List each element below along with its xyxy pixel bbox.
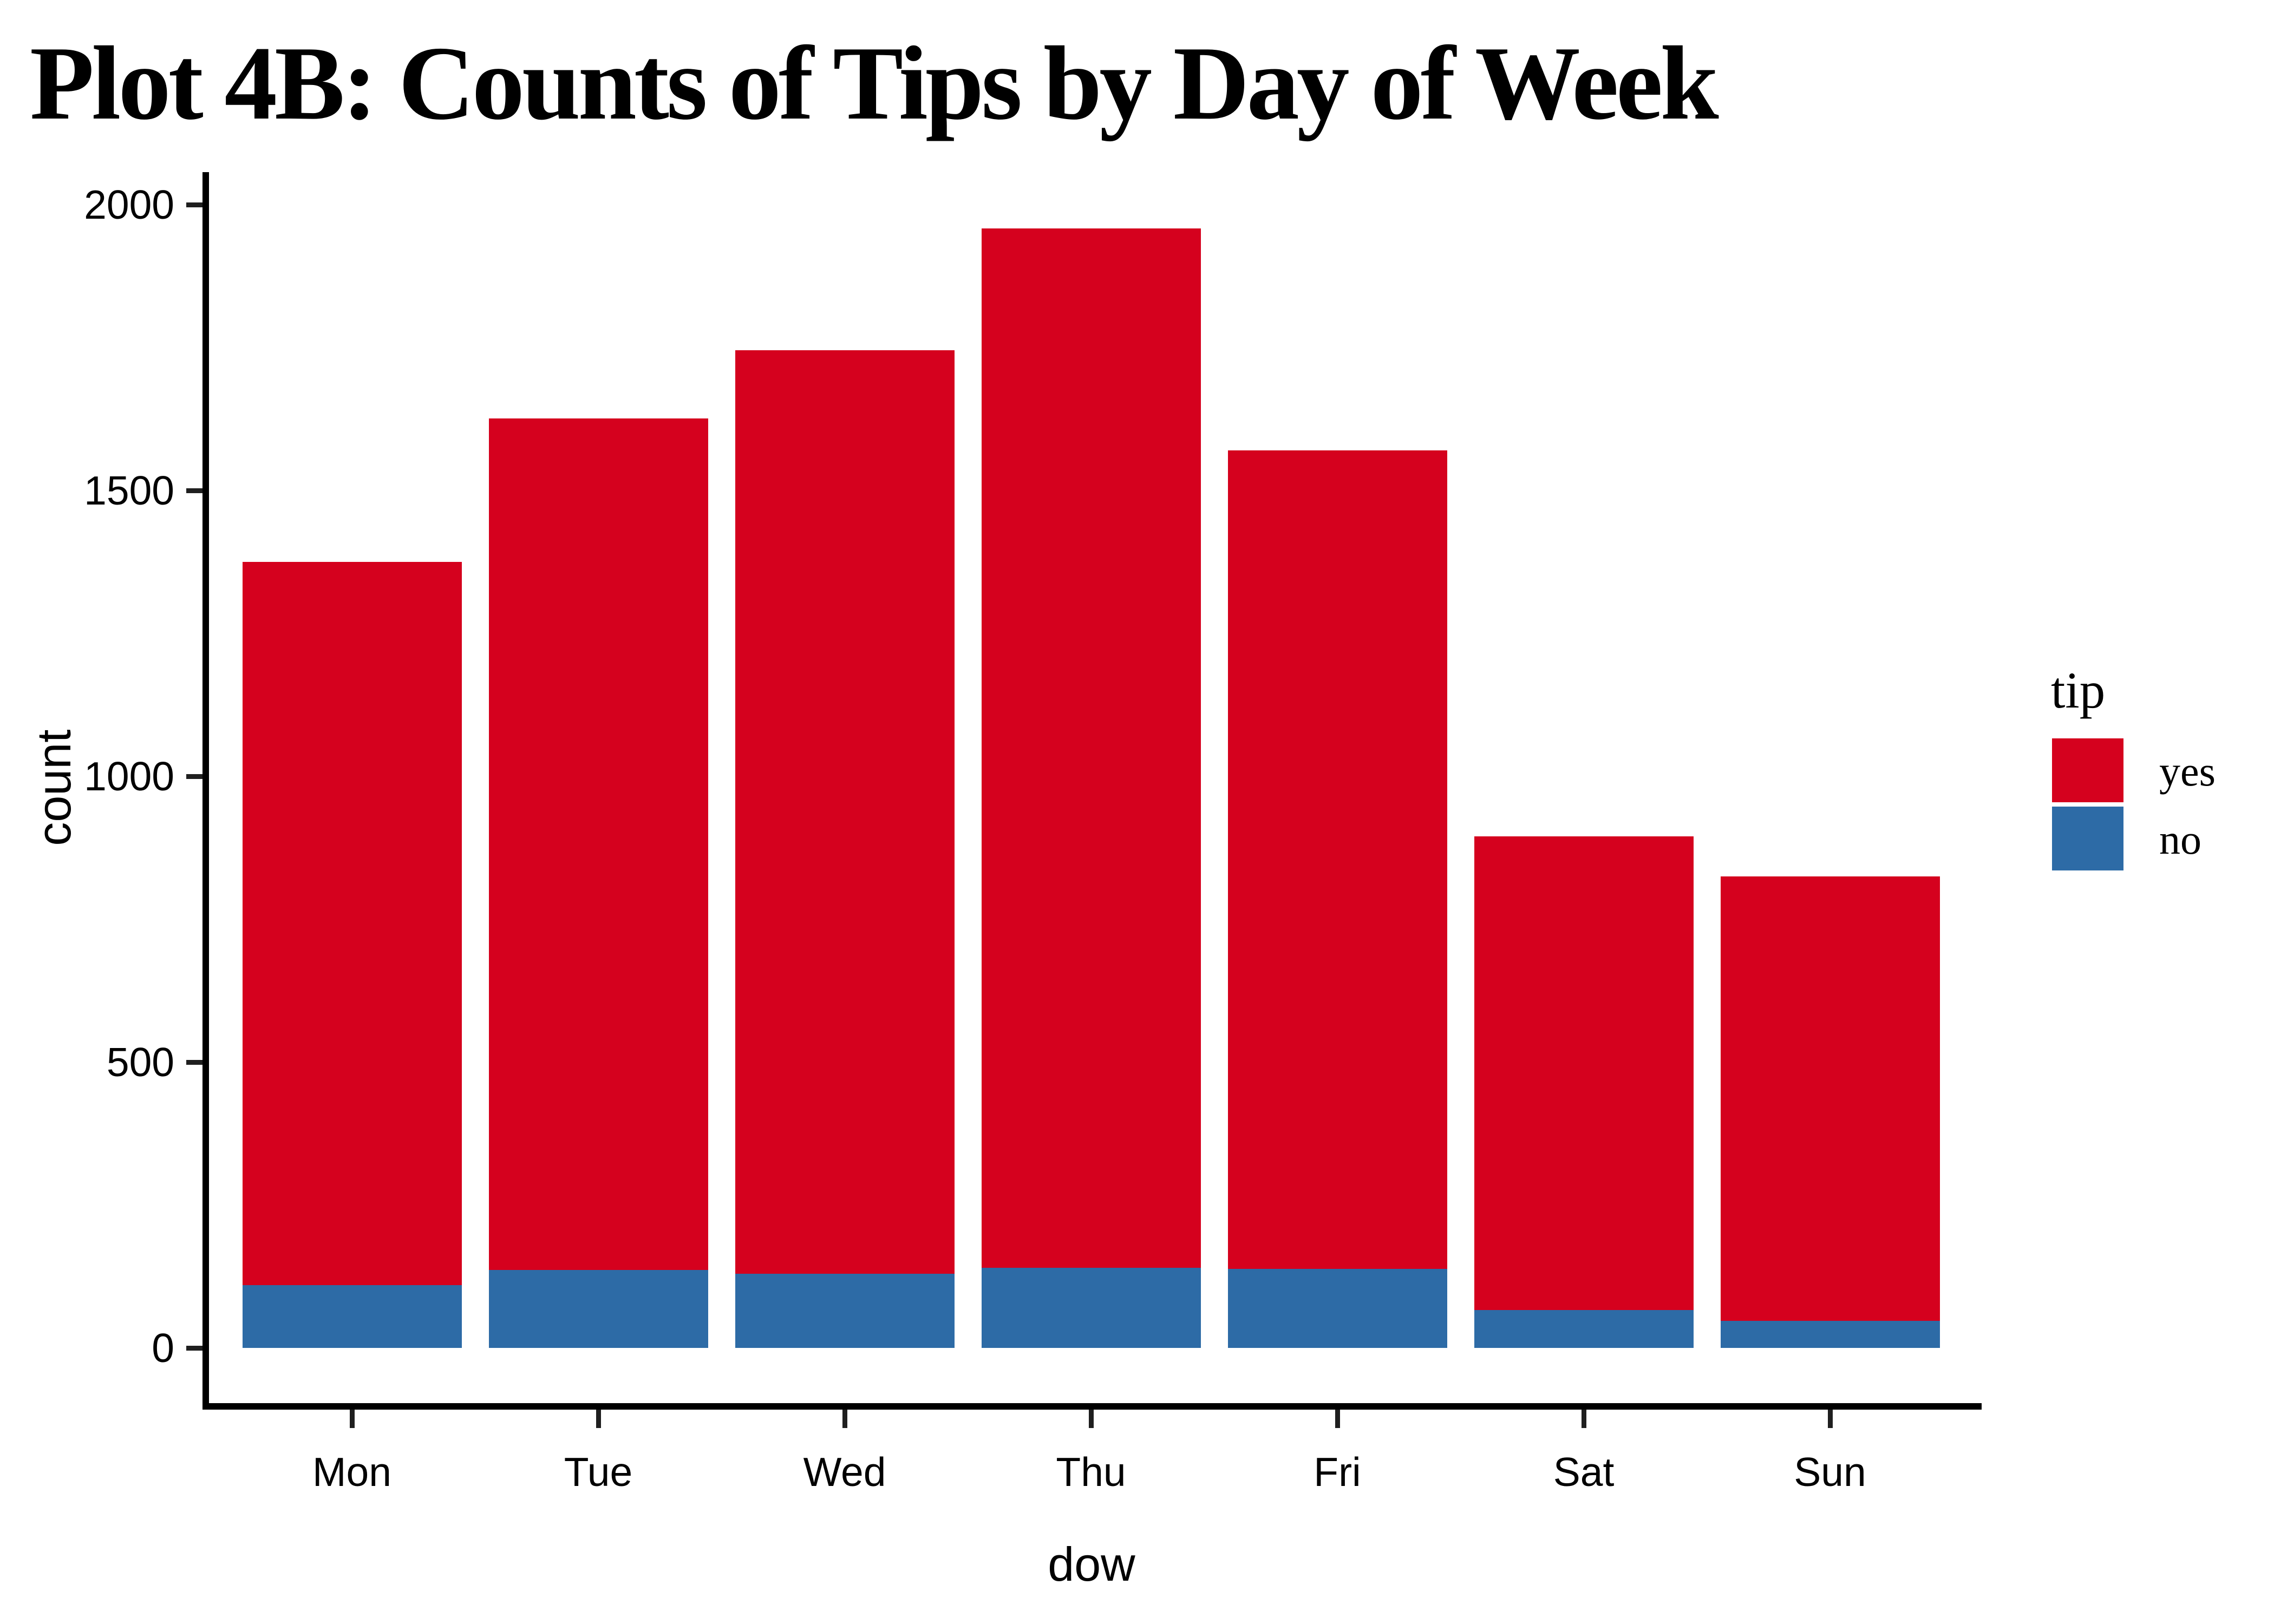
bar-segment-yes-tue <box>488 418 708 1271</box>
y-tick-label: 1500 <box>84 468 174 513</box>
y-tick-mark <box>186 202 202 207</box>
bar-segment-no-sat <box>1474 1310 1694 1348</box>
bar-segment-no-mon <box>242 1285 462 1348</box>
bar-segment-yes-mon <box>242 562 462 1285</box>
y-tick-label: 1000 <box>84 754 174 799</box>
bar-segment-no-sun <box>1720 1321 1940 1348</box>
x-tick-mark <box>1335 1410 1340 1428</box>
legend-key-yes <box>2052 738 2123 802</box>
x-axis-line <box>202 1403 1982 1410</box>
bar-segment-no-wed <box>735 1273 955 1348</box>
x-tick-label: Fri <box>1314 1449 1361 1495</box>
bar-segment-yes-thu <box>981 228 1201 1268</box>
x-tick-mark <box>596 1410 601 1428</box>
bar-segment-yes-sun <box>1720 876 1940 1321</box>
x-tick-label: Sun <box>1794 1449 1866 1495</box>
y-axis-title: count <box>27 729 81 846</box>
legend-entry-label: no <box>2159 816 2201 863</box>
y-tick-label: 2000 <box>84 182 174 227</box>
bar-segment-yes-wed <box>735 350 955 1274</box>
y-tick-mark <box>186 1059 202 1065</box>
y-tick-mark <box>186 488 202 493</box>
y-tick-label: 500 <box>106 1039 174 1085</box>
x-tick-mark <box>1088 1410 1094 1428</box>
bar-segment-no-thu <box>981 1268 1201 1348</box>
x-tick-mark <box>842 1410 847 1428</box>
x-axis-title: dow <box>1048 1537 1135 1591</box>
bar-segment-no-tue <box>488 1270 708 1348</box>
chart-title: Plot 4B: Counts of Tips by Day of Week <box>30 25 1719 142</box>
x-tick-label: Sat <box>1553 1449 1615 1495</box>
legend-entries: yes no <box>2051 665 2274 892</box>
y-tick-label: 0 <box>152 1325 174 1371</box>
legend: tip yes no <box>2051 665 2274 892</box>
legend-entry-label: yes <box>2159 748 2216 795</box>
y-axis-line <box>202 172 209 1410</box>
legend-title: tip <box>2051 662 2106 719</box>
x-tick-label: Mon <box>312 1449 391 1495</box>
bar-segment-yes-fri <box>1227 450 1447 1269</box>
y-tick-mark <box>186 1345 202 1351</box>
x-tick-label: Tue <box>564 1449 633 1495</box>
y-tick-mark <box>186 774 202 779</box>
x-tick-mark <box>1581 1410 1586 1428</box>
legend-key-no <box>2052 807 2123 870</box>
x-tick-mark <box>1827 1410 1833 1428</box>
x-tick-mark <box>349 1410 355 1428</box>
bar-segment-no-fri <box>1227 1269 1447 1348</box>
bar-segment-yes-sat <box>1474 836 1694 1311</box>
x-tick-label: Wed <box>803 1449 886 1495</box>
x-tick-label: Thu <box>1056 1449 1126 1495</box>
